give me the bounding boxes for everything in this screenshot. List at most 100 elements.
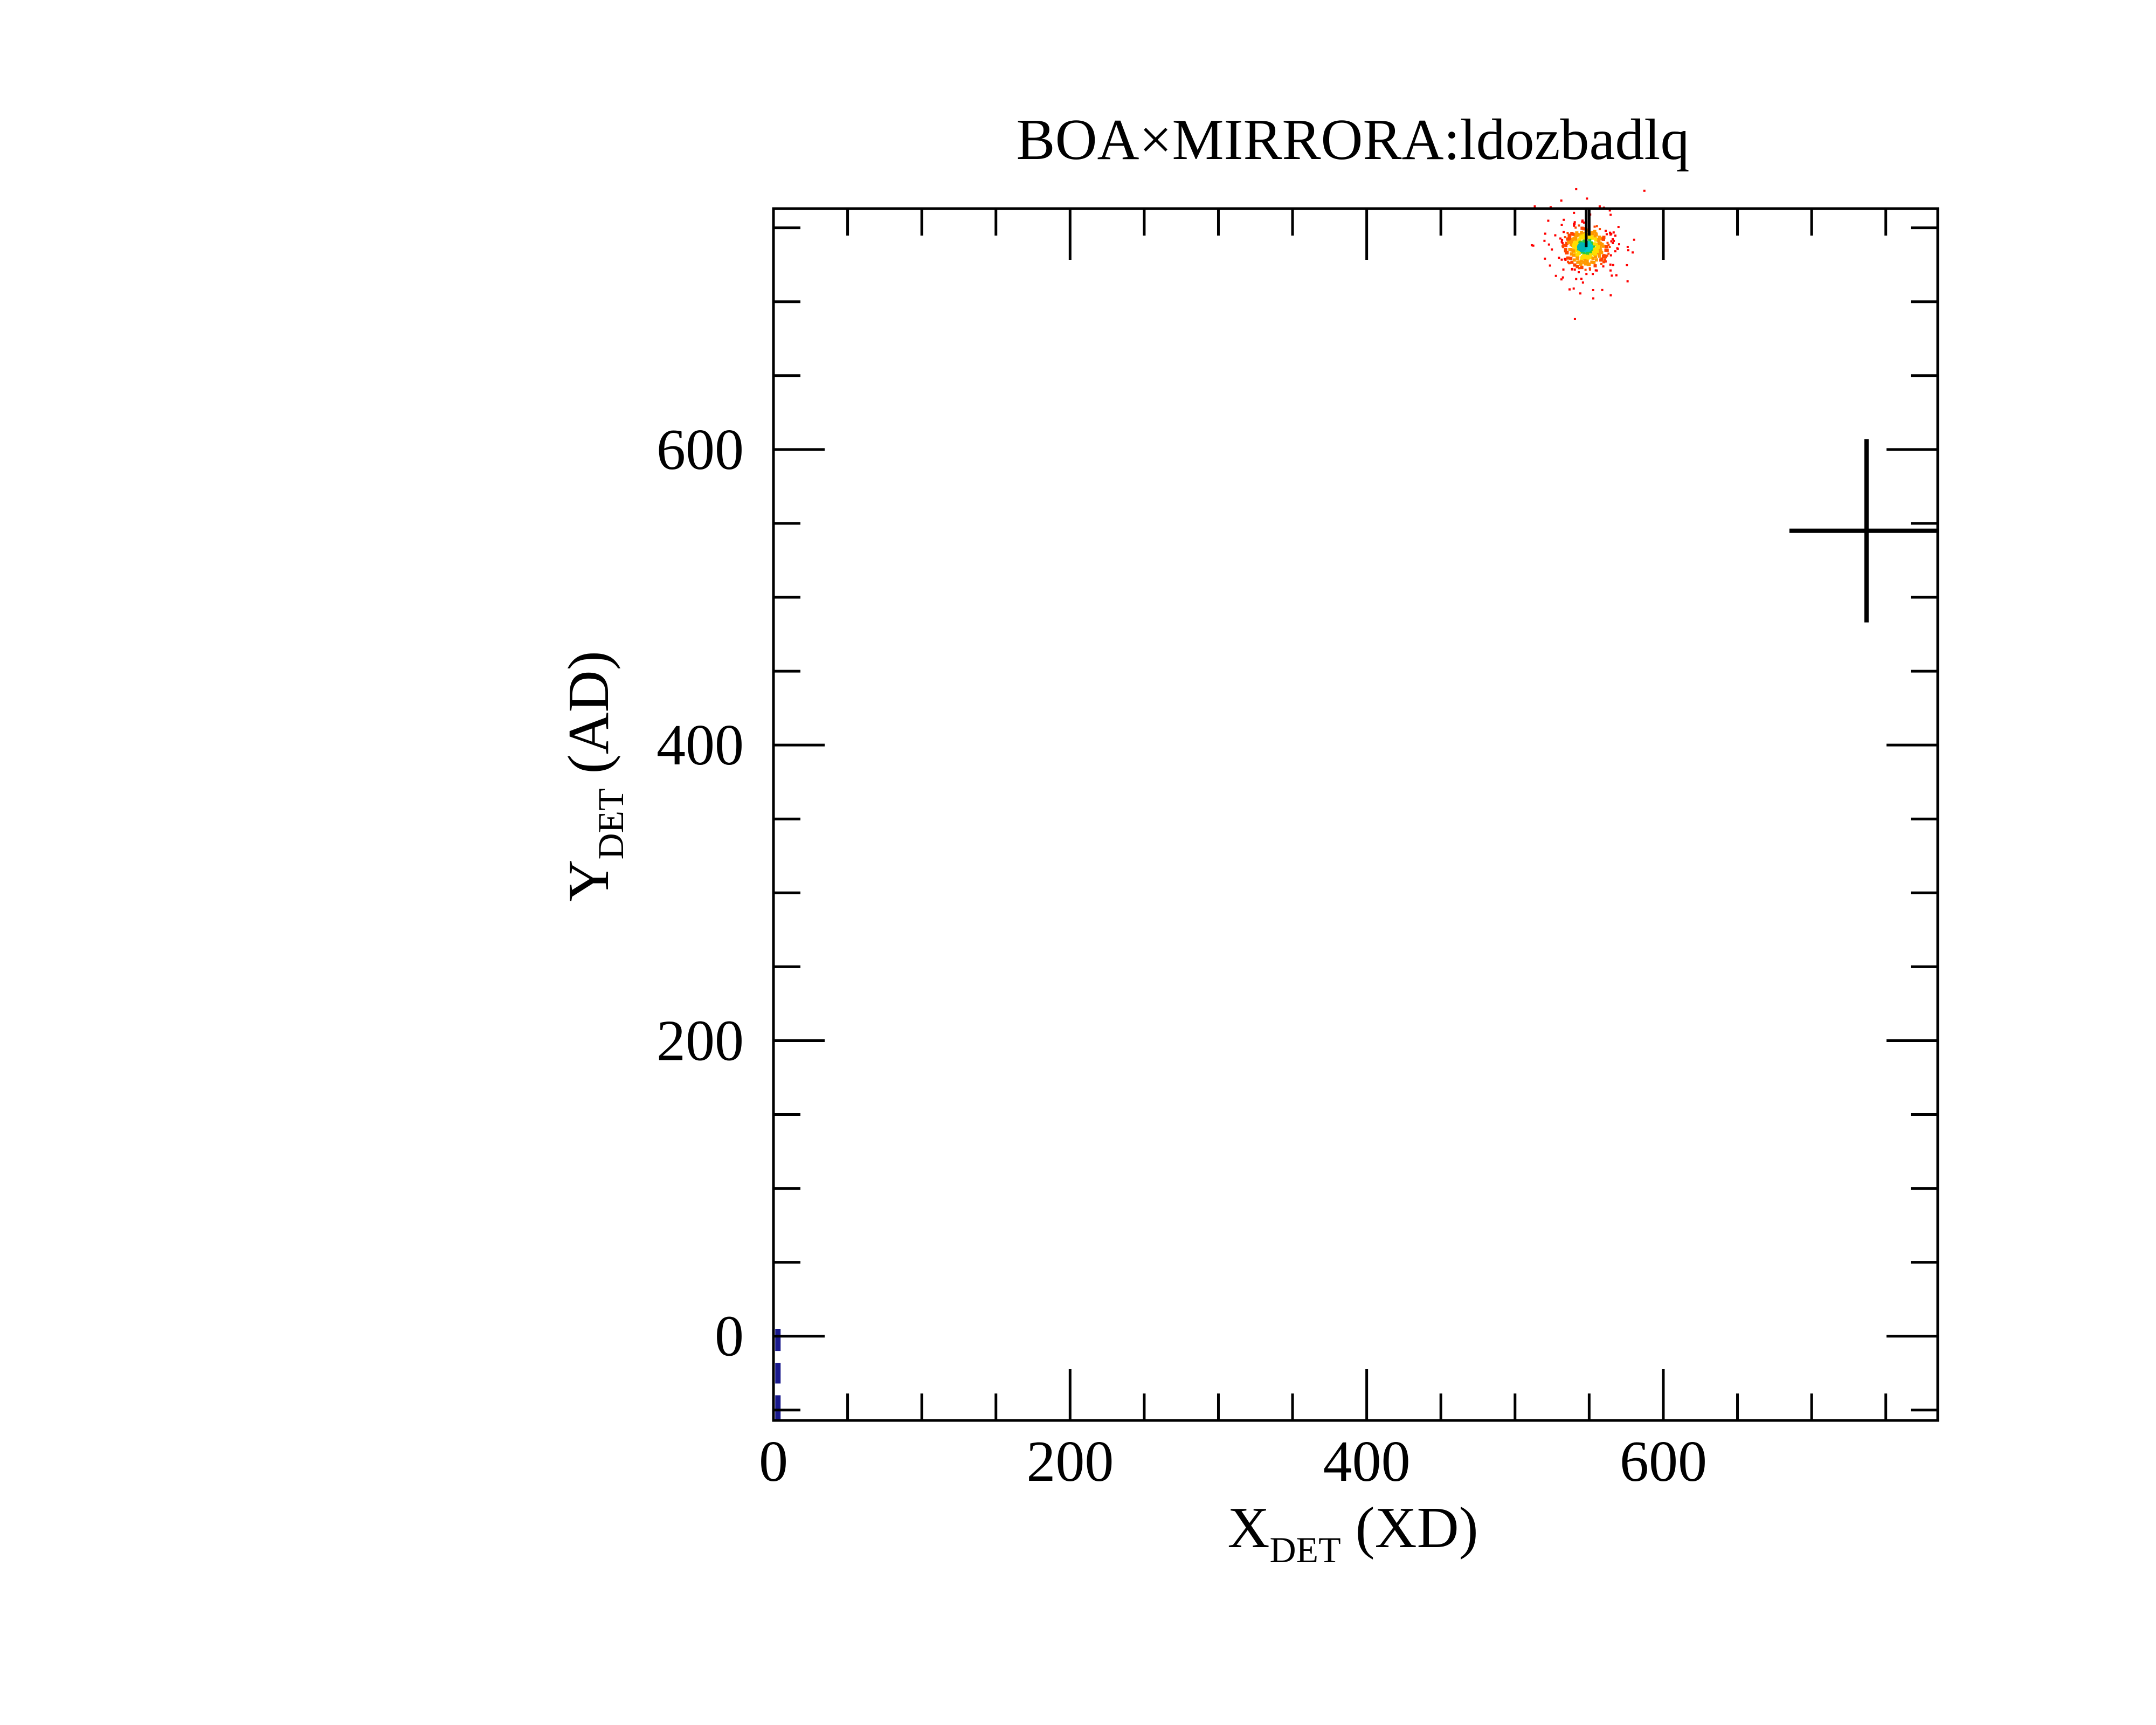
cluster-point bbox=[1598, 247, 1602, 251]
cluster-point bbox=[1577, 271, 1580, 274]
cluster-point bbox=[1570, 240, 1573, 244]
y-tick-label: 0 bbox=[715, 1305, 744, 1369]
cluster-point bbox=[1594, 233, 1598, 237]
cluster-point bbox=[1572, 253, 1576, 257]
x-axis-title-unit: (XD) bbox=[1356, 1496, 1478, 1560]
cluster-point bbox=[1582, 256, 1586, 259]
cluster-point bbox=[1533, 205, 1536, 208]
cluster-point bbox=[1610, 240, 1613, 243]
cluster-point bbox=[1549, 206, 1552, 209]
cluster-point bbox=[1588, 267, 1591, 270]
cluster-point bbox=[1544, 232, 1546, 235]
cluster-point bbox=[1574, 226, 1577, 229]
cluster-point bbox=[1573, 263, 1577, 267]
cluster-point bbox=[1566, 256, 1570, 260]
cluster-point bbox=[1578, 240, 1582, 244]
cluster-point bbox=[1568, 247, 1572, 251]
cluster-point bbox=[1572, 258, 1576, 262]
cluster-point bbox=[1600, 251, 1604, 254]
cluster-point bbox=[1588, 243, 1592, 247]
cluster-point bbox=[1583, 221, 1585, 224]
cluster-point bbox=[1560, 224, 1563, 226]
cluster-point bbox=[1593, 225, 1596, 228]
cluster-point bbox=[1565, 242, 1569, 245]
cluster-point bbox=[1582, 233, 1586, 237]
y-axis-title-unit: (AD) bbox=[557, 651, 621, 774]
cluster-point bbox=[1626, 245, 1629, 248]
cluster-point bbox=[1566, 232, 1569, 234]
cluster-point bbox=[1572, 244, 1575, 248]
x-axis-title-unit-gap bbox=[1341, 1496, 1356, 1560]
cluster-point bbox=[1612, 264, 1615, 266]
cluster-point bbox=[1598, 205, 1601, 208]
cluster-point bbox=[1573, 223, 1576, 225]
x-axis-title: XDET (XD) bbox=[1227, 1496, 1478, 1570]
cluster-point bbox=[1600, 243, 1604, 246]
cluster-point bbox=[1607, 244, 1610, 246]
cluster-point bbox=[1563, 218, 1565, 221]
cluster-point bbox=[1589, 256, 1593, 259]
cluster-point bbox=[1597, 252, 1601, 256]
cluster-point bbox=[1580, 257, 1584, 260]
cluster-point bbox=[1575, 253, 1579, 257]
cluster-point bbox=[1567, 237, 1571, 240]
cluster-point bbox=[1595, 269, 1598, 272]
cluster-point bbox=[1562, 244, 1565, 246]
cluster-point bbox=[1608, 209, 1611, 212]
cluster-point bbox=[1590, 233, 1593, 237]
cluster-point bbox=[1575, 265, 1579, 268]
cluster-point bbox=[1618, 243, 1620, 246]
cluster-point bbox=[1588, 235, 1592, 239]
cluster-point bbox=[1578, 260, 1581, 264]
cluster-point bbox=[1571, 232, 1575, 236]
cluster-point bbox=[1561, 276, 1564, 279]
cluster-point bbox=[1593, 264, 1597, 268]
cluster-point bbox=[1562, 268, 1565, 271]
cluster-point bbox=[1532, 244, 1535, 247]
cluster-point bbox=[1610, 232, 1613, 235]
cluster-point bbox=[1633, 238, 1635, 241]
cluster-point bbox=[1606, 242, 1609, 244]
cluster-point bbox=[1587, 254, 1591, 258]
cluster-point bbox=[1581, 281, 1584, 284]
cluster-point bbox=[1598, 236, 1602, 240]
cluster-point bbox=[1573, 318, 1576, 320]
cluster-point bbox=[1592, 260, 1596, 264]
cluster-point bbox=[1592, 288, 1594, 291]
cluster-point bbox=[1626, 280, 1629, 282]
cluster-point bbox=[1579, 263, 1583, 266]
cluster-point bbox=[1594, 258, 1598, 262]
cluster-point bbox=[1588, 238, 1592, 242]
y-axis-title-unit-gap bbox=[557, 774, 621, 788]
cluster-point bbox=[1607, 252, 1610, 255]
cluster-point bbox=[1583, 258, 1587, 262]
cluster-point bbox=[1605, 245, 1608, 249]
cluster-point bbox=[1573, 224, 1575, 227]
cluster-point bbox=[1608, 246, 1611, 249]
cluster-point bbox=[1605, 256, 1607, 259]
y-tick-label: 200 bbox=[657, 1009, 744, 1073]
x-tick-label: 0 bbox=[759, 1430, 788, 1494]
cluster-point bbox=[1579, 259, 1583, 263]
cluster-point bbox=[1611, 274, 1613, 277]
cluster-point bbox=[1609, 294, 1612, 296]
cluster-point bbox=[1568, 288, 1571, 291]
cluster-point bbox=[1580, 278, 1583, 280]
cluster-point bbox=[1601, 244, 1605, 248]
x-tick-label: 400 bbox=[1323, 1430, 1411, 1494]
cluster-point bbox=[1572, 249, 1575, 253]
cluster-point bbox=[1602, 254, 1606, 258]
cluster-point bbox=[1574, 233, 1578, 237]
cluster-point bbox=[1567, 240, 1571, 244]
cluster-point bbox=[1564, 244, 1568, 247]
cluster-point bbox=[1599, 249, 1602, 253]
cluster-point bbox=[1543, 239, 1546, 242]
cluster-point bbox=[1567, 233, 1571, 237]
cluster-point bbox=[1559, 237, 1562, 240]
cluster-point bbox=[1599, 228, 1601, 231]
cluster-point bbox=[1617, 226, 1620, 229]
cluster-point bbox=[1593, 230, 1597, 233]
cluster-point bbox=[1606, 254, 1608, 257]
cluster-point bbox=[1614, 234, 1616, 237]
cluster-point bbox=[1554, 234, 1557, 237]
